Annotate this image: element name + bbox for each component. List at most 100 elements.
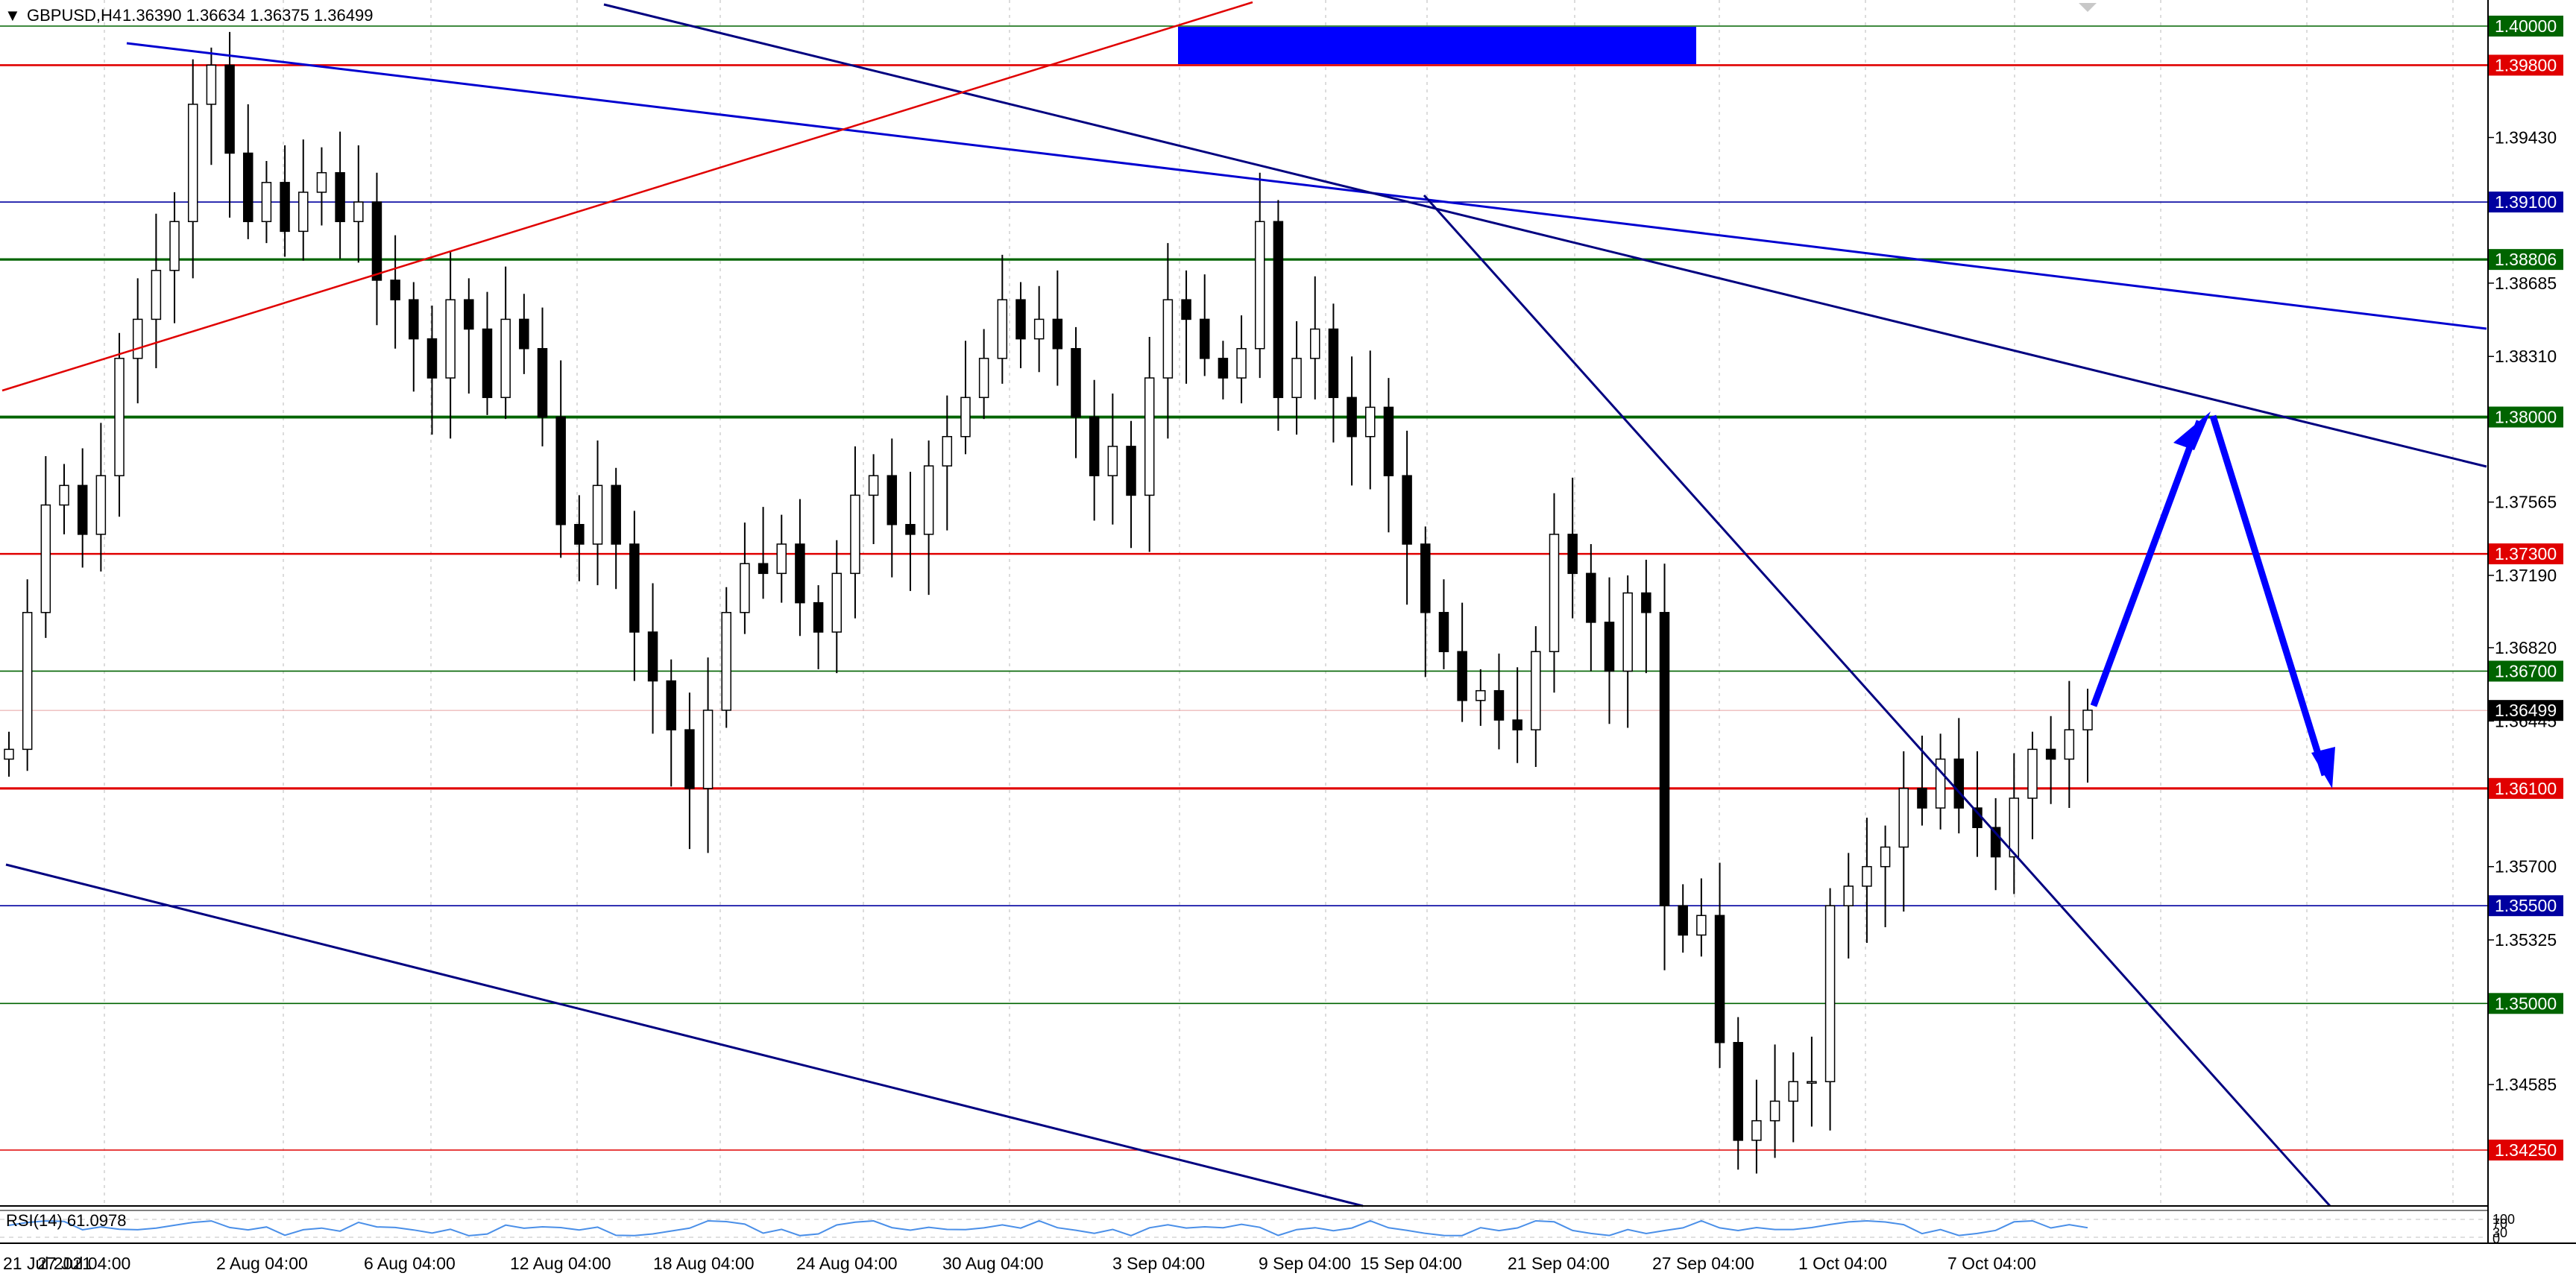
candle-bear <box>519 318 529 350</box>
y-tick-label: 1.34585 <box>2495 1075 2557 1094</box>
price-level-tag <box>2489 16 2563 37</box>
x-tick-label: 24 Aug 04:00 <box>796 1254 898 1273</box>
trendline-steep[interactable] <box>1423 194 2331 1207</box>
x-tick-label: 21 Jul 2021 <box>3 1254 92 1273</box>
candle-bear <box>426 338 438 379</box>
candle-bull <box>1843 885 1854 906</box>
x-tick-label: 27 Sep 04:00 <box>1652 1254 1754 1273</box>
price-level-tag <box>2489 895 2563 917</box>
candle-bear <box>1659 612 1670 906</box>
drawings-layer <box>1 1 2487 1207</box>
candle-bull <box>59 484 69 506</box>
candle-bear <box>684 729 695 789</box>
current-price-tag <box>2489 700 2563 721</box>
candle-bull <box>1254 221 1265 350</box>
candle-bear <box>795 543 805 604</box>
candle-bear <box>629 543 640 633</box>
candle-bull <box>942 435 953 467</box>
trendline-channel-low[interactable] <box>5 863 1364 1207</box>
candle-bull <box>1310 328 1320 359</box>
candle-bear <box>887 475 898 525</box>
trendline-descending[interactable] <box>603 3 2487 468</box>
trendline-upper-ext[interactable] <box>1427 198 2487 330</box>
candle-bull <box>1769 1100 1780 1122</box>
header-ohlc: 1.36390 1.36634 1.36375 1.36499 <box>122 6 373 25</box>
candle-bear <box>574 524 585 545</box>
price-level-tag <box>2489 993 2563 1014</box>
candle-bear <box>1071 347 1081 418</box>
candle-bull <box>1788 1081 1798 1102</box>
candle-bull <box>445 299 456 379</box>
rsi-scale-100: 100 <box>2492 1212 2515 1227</box>
y-tick-label: 1.38685 <box>2495 274 2557 293</box>
y-tick-label: 1.37565 <box>2495 493 2557 512</box>
candle-bear <box>1052 318 1063 350</box>
y-tick-label: 1.38310 <box>2495 347 2557 366</box>
candle-bull <box>868 475 879 496</box>
candle-bear <box>482 328 493 399</box>
candle-bull <box>1033 318 1045 340</box>
candle-bear <box>464 299 474 330</box>
candle-bull <box>187 104 198 223</box>
trendline-upper[interactable] <box>126 42 1429 201</box>
candle-bull <box>1107 446 1118 476</box>
candle-bull <box>997 299 1008 359</box>
candle-bull <box>923 465 934 535</box>
y-tick-label: 1.36820 <box>2495 638 2557 657</box>
candle-bear <box>1218 358 1229 379</box>
candle-bull <box>22 612 33 751</box>
candle-bear <box>335 171 345 223</box>
candle-bear <box>1015 299 1026 340</box>
candle-bull <box>1898 788 1909 848</box>
rsi-line <box>8 1219 2088 1237</box>
candle-bear <box>1126 446 1136 496</box>
candle-bear <box>1089 416 1100 476</box>
forecast-arrow-up[interactable] <box>2090 420 2203 707</box>
x-tick-label: 27 Jul 04:00 <box>37 1254 130 1273</box>
candle-bear <box>1604 622 1615 672</box>
price-level-tag <box>2489 1140 2563 1160</box>
candle-bull <box>151 270 162 320</box>
candles-layer <box>4 31 2093 1174</box>
resistance-zone[interactable] <box>1178 27 1696 64</box>
shift-marker-icon[interactable] <box>2079 3 2097 12</box>
price-level-label: 1.35500 <box>2495 896 2557 915</box>
candle-bear <box>647 631 658 682</box>
candle-bull <box>850 494 860 575</box>
candle-bear <box>666 680 676 730</box>
price-level-tag <box>2489 406 2563 428</box>
rsi-scale-30: 30 <box>2492 1225 2507 1240</box>
rsi-scale-0: 0 <box>2492 1231 2500 1246</box>
x-tick-label: 7 Oct 04:00 <box>1947 1254 2036 1273</box>
price-level-tag <box>2489 660 2563 682</box>
candle-bull <box>1622 592 1633 672</box>
candle-bull <box>2082 710 2093 730</box>
price-level-tag <box>2489 777 2563 799</box>
price-level-label: 1.36100 <box>2495 779 2557 798</box>
rsi-panel: RSI(14) 61.0978 100 70 30 0 <box>0 1205 2515 1246</box>
candle-bull <box>1880 846 1891 868</box>
candle-bull <box>721 612 731 711</box>
forecast-arrow-down[interactable] <box>2209 414 2328 777</box>
x-tick-label: 12 Aug 04:00 <box>510 1254 611 1273</box>
candle-bear <box>1438 612 1449 652</box>
candle-bear <box>280 182 290 233</box>
candle-bull <box>261 182 272 223</box>
candle-bull <box>298 192 309 233</box>
candle-bull <box>316 171 327 193</box>
candle-bear <box>1383 406 1394 476</box>
chart-header: ▼ GBPUSD,H4 1.36390 1.36634 1.36375 1.36… <box>4 3 2097 25</box>
candle-bull <box>2027 748 2038 799</box>
candle-bull <box>4 748 14 760</box>
candle-bull <box>500 318 511 399</box>
candle-bull <box>1144 377 1155 496</box>
candle-bull <box>2064 729 2075 760</box>
header-triangle-icon[interactable]: ▼ <box>4 6 21 25</box>
price-level-label: 1.36700 <box>2495 661 2557 680</box>
price-level-label: 1.34250 <box>2495 1140 2557 1160</box>
trendline-red[interactable] <box>1 1 1253 392</box>
y-tick-label: 1.37190 <box>2495 566 2557 585</box>
